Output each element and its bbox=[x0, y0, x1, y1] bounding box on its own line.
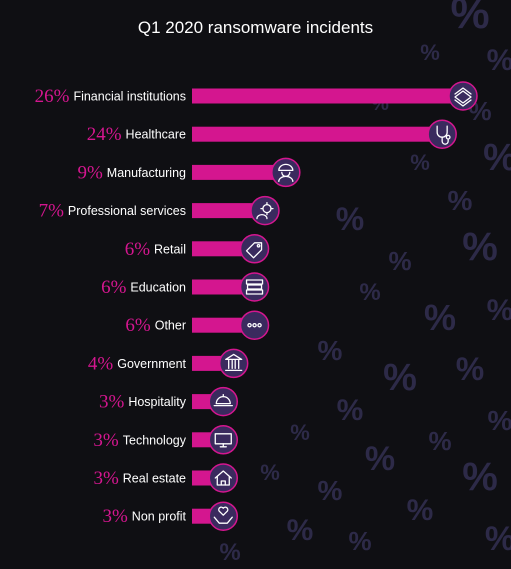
bar bbox=[192, 126, 443, 142]
stethoscope-icon bbox=[427, 119, 457, 149]
value-label: 6% bbox=[101, 277, 127, 298]
value-label: 6% bbox=[125, 315, 151, 336]
percent-pattern-glyph: % bbox=[219, 539, 240, 566]
percent-pattern-glyph: % bbox=[420, 40, 440, 65]
money-stack-icon bbox=[448, 81, 478, 111]
bar bbox=[192, 88, 463, 104]
percent-pattern-glyph: % bbox=[348, 526, 371, 556]
bar bbox=[192, 203, 265, 219]
percent-pattern-glyph: % bbox=[483, 137, 511, 179]
percent-pattern-glyph: % bbox=[450, 0, 489, 38]
percent-pattern-glyph: % bbox=[365, 440, 395, 478]
percent-pattern-glyph: % bbox=[410, 150, 430, 175]
computer-icon bbox=[208, 425, 239, 455]
percent-pattern-glyph: % bbox=[359, 279, 380, 306]
value-label: 3% bbox=[102, 506, 128, 527]
percent-pattern-glyph: % bbox=[462, 225, 498, 269]
bar bbox=[192, 317, 255, 333]
category-label: Education bbox=[130, 281, 186, 295]
percent-pattern-glyph: % bbox=[487, 294, 511, 327]
percent-pattern-glyph: % bbox=[424, 297, 456, 338]
hard-hat-worker-icon bbox=[271, 157, 301, 188]
percent-pattern-glyph: % bbox=[388, 246, 411, 276]
category-label: Professional services bbox=[68, 204, 186, 218]
percent-pattern-glyph: % bbox=[407, 494, 434, 527]
category-label: Manufacturing bbox=[107, 166, 186, 180]
bar bbox=[192, 241, 255, 257]
government-building-icon bbox=[218, 348, 249, 379]
category-label: Other bbox=[155, 319, 186, 333]
value-label: 3% bbox=[93, 468, 119, 489]
percent-pattern-glyph: % bbox=[488, 405, 511, 436]
percent-pattern-glyph: % bbox=[260, 460, 280, 485]
value-label: 6% bbox=[125, 239, 151, 260]
category-label: Hospitality bbox=[128, 395, 186, 409]
category-label: Financial institutions bbox=[73, 90, 186, 104]
books-icon bbox=[239, 272, 270, 302]
house-icon bbox=[208, 463, 239, 493]
category-label: Healthcare bbox=[126, 128, 186, 142]
value-label: 3% bbox=[99, 392, 125, 413]
category-label: Government bbox=[117, 357, 186, 371]
value-label: 3% bbox=[93, 430, 119, 451]
bar bbox=[192, 164, 286, 180]
percent-pattern-glyph: % bbox=[318, 335, 343, 366]
price-tag-icon bbox=[239, 234, 270, 264]
percent-pattern-glyph: % bbox=[290, 420, 310, 445]
percent-pattern-glyph: % bbox=[487, 44, 511, 77]
value-label: 26% bbox=[35, 86, 70, 107]
value-label: 9% bbox=[77, 162, 103, 183]
percent-pattern-glyph: % bbox=[462, 455, 498, 499]
percent-pattern-glyph: % bbox=[336, 201, 364, 237]
category-label: Real estate bbox=[123, 472, 186, 486]
percent-pattern-glyph: % bbox=[428, 426, 451, 456]
category-label: Retail bbox=[154, 242, 186, 256]
category-label: Non profit bbox=[132, 510, 187, 524]
chart-title: Q1 2020 ransomware incidents bbox=[137, 18, 374, 37]
gear-person-icon bbox=[250, 195, 280, 226]
percent-pattern-glyph: % bbox=[337, 394, 364, 427]
percent-pattern-glyph: % bbox=[383, 357, 417, 399]
cloche-icon bbox=[208, 386, 239, 417]
percent-pattern-glyph: % bbox=[318, 475, 343, 506]
bar bbox=[192, 279, 255, 295]
percent-pattern-glyph: % bbox=[287, 514, 314, 547]
percent-pattern-glyph: % bbox=[456, 351, 484, 387]
hands-heart-icon bbox=[208, 501, 239, 531]
ellipsis-icon bbox=[239, 310, 270, 340]
category-label: Technology bbox=[123, 433, 187, 447]
percent-pattern-glyph: % bbox=[448, 185, 473, 216]
percent-pattern-glyph: % bbox=[485, 520, 511, 558]
value-label: 7% bbox=[39, 201, 65, 222]
value-label: 24% bbox=[87, 124, 122, 145]
value-label: 4% bbox=[88, 353, 114, 374]
